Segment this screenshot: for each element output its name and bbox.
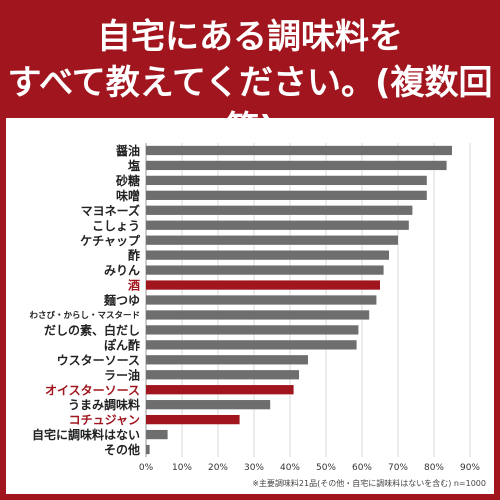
x-tick-label: 70% <box>388 463 408 473</box>
category-label: わさび・からし・マスタード <box>29 310 140 321</box>
header-banner: 自宅にある調味料を すべて教えてください。(複数回答) <box>0 0 500 149</box>
x-tick-label: 30% <box>244 463 264 473</box>
bar <box>146 265 384 275</box>
category-label: オイスターソース <box>45 383 140 397</box>
category-label: コチュジャン <box>69 413 140 427</box>
x-tick-label: 50% <box>316 463 336 473</box>
category-label: 酒 <box>128 279 140 293</box>
category-label: こしょう <box>92 219 140 233</box>
frame-border-left <box>0 118 6 500</box>
x-tick-label: 10% <box>172 463 192 473</box>
category-label: ケチャップ <box>80 233 141 248</box>
category-label: 酢 <box>128 248 140 263</box>
category-labels: 醤油塩砂糖味噌マヨネーズこしょうケチャップ酢みりん酒麺つゆわさび・からし・マスタ… <box>29 143 141 457</box>
category-label: 砂糖 <box>115 173 140 188</box>
category-label: うまみ調味料 <box>68 397 140 412</box>
x-axis-ticks: 0% 10% 20% 30% 40% 50% 60% 70% 80% 90% <box>139 463 481 473</box>
x-tick-label: 60% <box>352 463 372 473</box>
category-label: ラー油 <box>104 367 140 382</box>
x-tick-label: 0% <box>139 463 154 473</box>
bars <box>146 145 452 455</box>
category-label: 味噌 <box>116 188 140 203</box>
bar <box>146 205 413 215</box>
category-label: ぽん酢 <box>104 337 140 352</box>
category-label: ウスターソース <box>57 353 140 367</box>
x-tick-label: 90% <box>460 463 480 473</box>
frame-border-right <box>494 118 500 500</box>
bar <box>146 325 359 335</box>
bar <box>146 175 427 186</box>
bar <box>146 400 271 410</box>
bar <box>146 145 452 156</box>
category-label: 麺つゆ <box>103 293 140 308</box>
bar <box>146 220 409 230</box>
bar <box>146 310 370 320</box>
bar <box>146 370 299 380</box>
bar <box>146 280 380 290</box>
category-label: みりん <box>104 264 140 278</box>
bar <box>146 429 168 440</box>
category-label: 醤油 <box>116 143 140 158</box>
category-label: その他 <box>104 442 140 457</box>
frame-border-bottom <box>0 494 500 500</box>
bar <box>146 160 447 171</box>
bar <box>146 295 377 305</box>
footnote: ※主要調味料21品(その他・自宅に調味料はないを含む) n=1000 <box>252 479 486 488</box>
bar <box>146 340 357 350</box>
bar <box>146 190 427 200</box>
category-label: 自宅に調味料はない <box>32 427 140 442</box>
category-label: 塩 <box>128 158 140 173</box>
bar <box>146 444 150 455</box>
bar <box>146 385 294 395</box>
x-tick-label: 40% <box>280 463 300 473</box>
page-title: 自宅にある調味料を すべて教えてください。(複数回答) <box>7 17 493 149</box>
bar <box>146 235 398 245</box>
category-label: マヨネーズ <box>81 203 140 218</box>
x-tick-label: 20% <box>208 463 228 473</box>
bar <box>146 355 308 365</box>
bar <box>146 250 389 260</box>
x-tick-label: 80% <box>424 463 444 473</box>
bar <box>146 414 240 425</box>
category-label: だしの素、白だし <box>44 322 140 337</box>
